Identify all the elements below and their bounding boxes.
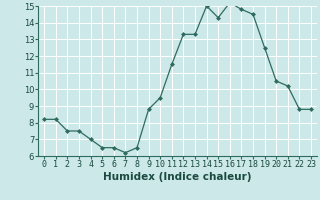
X-axis label: Humidex (Indice chaleur): Humidex (Indice chaleur) — [103, 172, 252, 182]
